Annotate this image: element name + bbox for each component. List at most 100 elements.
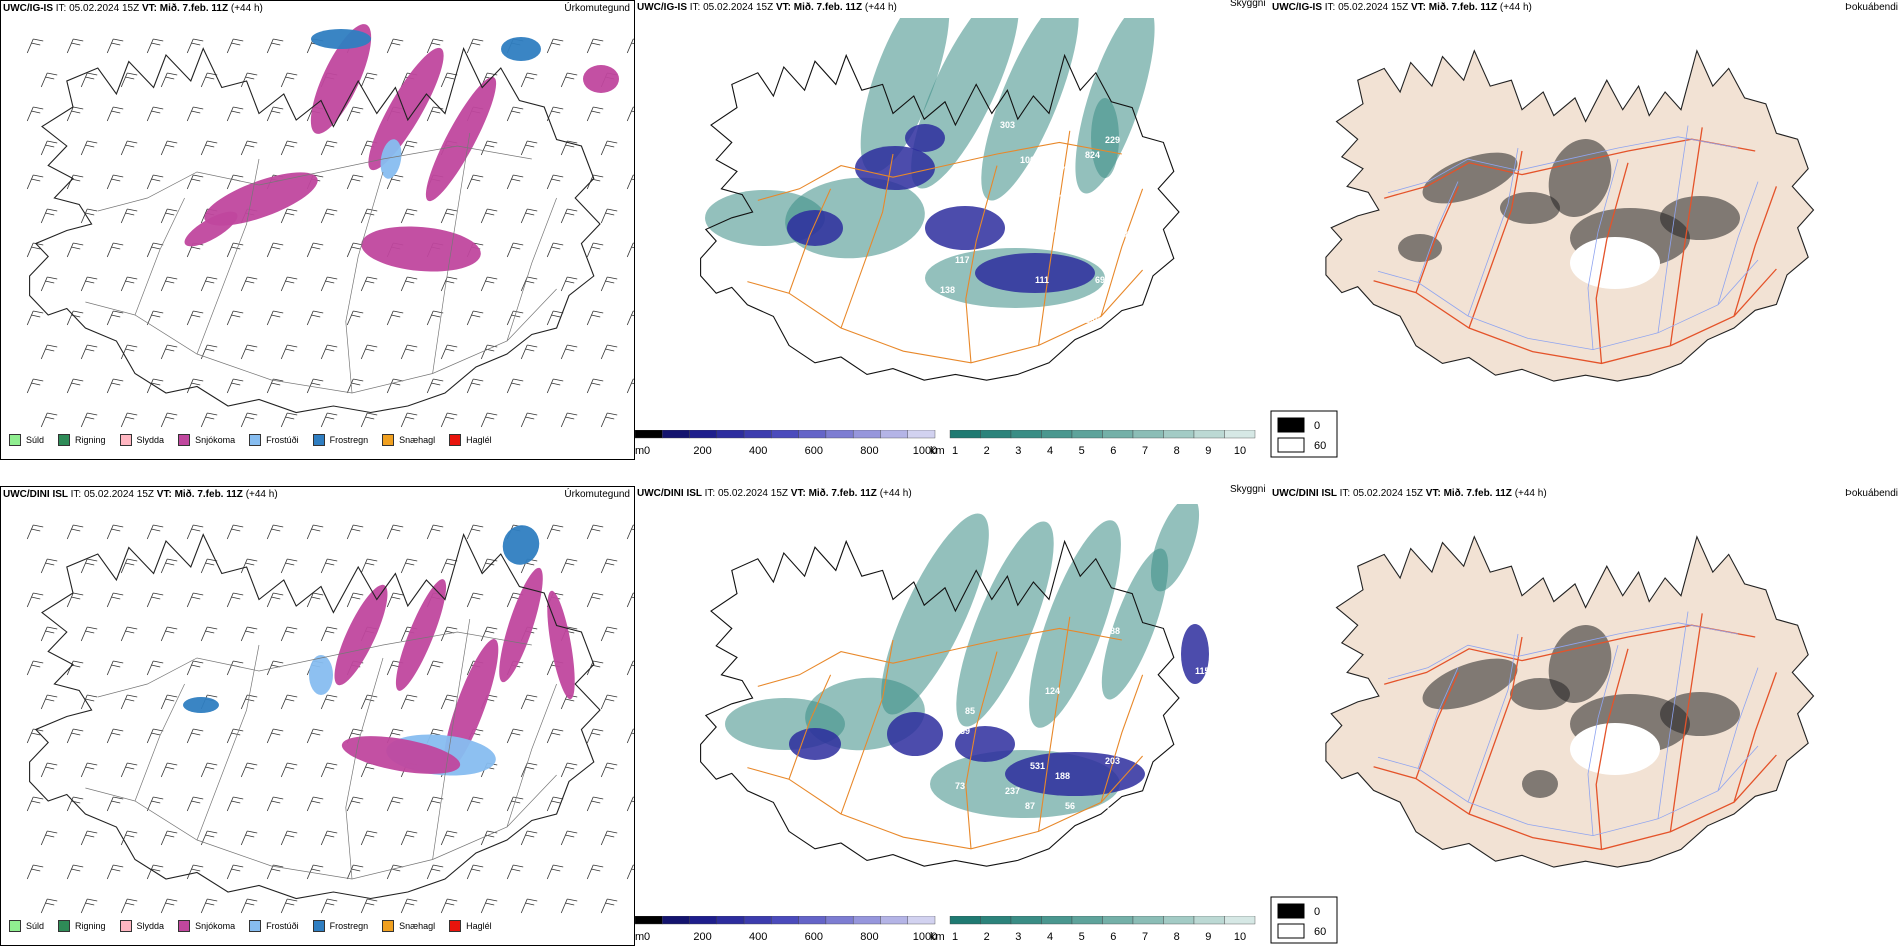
road-network (1373, 127, 1778, 365)
legend-swatch (9, 920, 21, 932)
vt-label: VT: (1410, 2, 1429, 13)
ceiling-scale-swatch (852, 430, 881, 439)
precip-legend: Súld Rigning Slydda Snjókoma Frostúði Frostre… (9, 433, 506, 451)
ceiling-value-label: 138 (940, 285, 955, 295)
precip-area (380, 139, 402, 179)
low-ceiling-area (1181, 624, 1209, 684)
ceiling-tick-label: 1000 (913, 931, 937, 943)
vt-label: VT: (775, 2, 794, 13)
vt-value: Mið. 7.feb. 11Z (159, 3, 231, 14)
fog-scale-box: 0 60 (1270, 410, 1338, 458)
coastline (700, 53, 1180, 381)
precip-map (26, 524, 634, 914)
legend-label: Súld (26, 921, 45, 931)
ceiling-tick-label: 400 (749, 931, 767, 943)
it-label: IT: (1324, 2, 1339, 13)
visibility-scale-swatch (1163, 916, 1195, 925)
ceiling-scale-swatch (689, 916, 718, 925)
legend-swatch (178, 920, 191, 932)
visibility-scale-swatch (1224, 916, 1256, 925)
it-value: 05.02.2024 15Z (1352, 488, 1426, 499)
ceiling-scale-swatch (852, 916, 881, 925)
visibility-scale-swatch (1071, 916, 1103, 925)
vt-label: VT: (141, 3, 160, 14)
ceiling-value-label: 55 (855, 791, 865, 801)
legend-item-súld: Súld (9, 434, 44, 446)
low-ceiling-area (905, 124, 945, 152)
it-value: 05.02.2024 15Z (717, 488, 791, 499)
precip-area (501, 37, 541, 61)
ceiling-tick-label: 1000 (913, 445, 937, 457)
visibility-tick-label: 9 (1205, 931, 1211, 943)
ceiling-value-label: 79 (1105, 806, 1115, 816)
visibility-tick-label: 5 (1079, 445, 1085, 457)
precip-area (310, 24, 372, 134)
legend-swatch (312, 434, 325, 446)
visibility-scale-swatch (1041, 916, 1073, 925)
fog-scale-swatch (1277, 437, 1305, 453)
fog-scale-label: 60 (1314, 440, 1326, 452)
visibility-scale-swatch (1224, 430, 1256, 439)
fog-area (1500, 192, 1560, 224)
ceiling-scale-swatch (716, 430, 745, 439)
ceiling-scale-swatch (662, 430, 690, 439)
low-ceiling-area (955, 726, 1015, 762)
road-network (1373, 613, 1778, 851)
low-visibility-area (1091, 98, 1119, 178)
precip-legend: Súld Rigning Slydda Snjókoma Frostúði Frostre… (9, 919, 506, 937)
ceiling-value-label: 188 (1055, 771, 1070, 781)
ceiling-scale-swatch (716, 916, 745, 925)
road-network (747, 130, 1144, 364)
legend-label: Snæhagl (399, 435, 436, 445)
legend-item-haglél: Haglél (449, 434, 492, 446)
legend-label: Rigning (75, 921, 106, 931)
legend-swatch (178, 434, 191, 446)
ceiling-tick-label: 0 (644, 445, 650, 457)
fog-map (1325, 49, 1815, 382)
ceiling-value-label: 139 (955, 726, 970, 736)
ceiling-value-label: 546 (1055, 190, 1070, 200)
fog-area (1660, 196, 1740, 240)
legend-label: Súld (26, 435, 45, 445)
vt-label: VT: (1425, 488, 1444, 499)
precip-title: Úrkomutegund (564, 3, 630, 14)
fog-scale-box: 0 60 (1270, 896, 1338, 944)
visibility-scale-swatch (1193, 916, 1225, 925)
visibility-tick-label: 8 (1174, 931, 1180, 943)
legend-swatch (382, 920, 395, 932)
legend-item-rigning: Rigning (58, 920, 106, 932)
legend-label: Snjókoma (195, 435, 236, 445)
model-name: UWC/IG-IS (3, 3, 56, 14)
legend-label: Frostúði (266, 921, 299, 931)
ceiling-tick-label: 800 (860, 931, 878, 943)
fog-title: Þokuábendi (1845, 2, 1898, 13)
ceiling-value-label: 170 (1055, 165, 1070, 175)
ceiling-scale-swatch (635, 430, 663, 439)
ceiling-value-label: 295 (1080, 716, 1095, 726)
ceiling-tick-label: 600 (805, 931, 823, 943)
low-ceiling-area (887, 712, 943, 756)
it-label: IT: (55, 3, 70, 14)
ceiling-scale-swatch (743, 916, 772, 925)
ceiling-value-label: 116 (1195, 280, 1210, 290)
visibility-title: Skyggni (1230, 0, 1266, 9)
vt-value: Mið. 7.feb. 11Z (174, 489, 246, 500)
fog-scale-swatch (1277, 417, 1305, 433)
visibility-title: Skyggni (1230, 484, 1266, 495)
low-ceiling-area (787, 210, 843, 246)
it-value: 05.02.2024 15Z (1338, 2, 1411, 13)
ceiling-value-label: 37 (1065, 706, 1075, 716)
ceiling-value-label: 288 (1105, 626, 1120, 636)
road-network (85, 132, 557, 394)
ceiling-value-label: 292 (1245, 265, 1260, 275)
lead-time: (+44 h) (1514, 488, 1547, 499)
ceiling-value-label: 69 (1095, 275, 1105, 285)
precip-area (395, 579, 447, 691)
low-visibility-area (881, 513, 989, 715)
ceiling-value-label: 229 (1105, 135, 1120, 145)
visibility-scale-swatch (1102, 430, 1134, 439)
panel-header: UWC/IG-IS IT: 05.02.2024 15Z VT: Mið. 7.… (3, 3, 263, 14)
visibility-scale-swatch (1132, 916, 1164, 925)
legend-label: Frostúði (266, 435, 299, 445)
precip-area (309, 655, 333, 695)
